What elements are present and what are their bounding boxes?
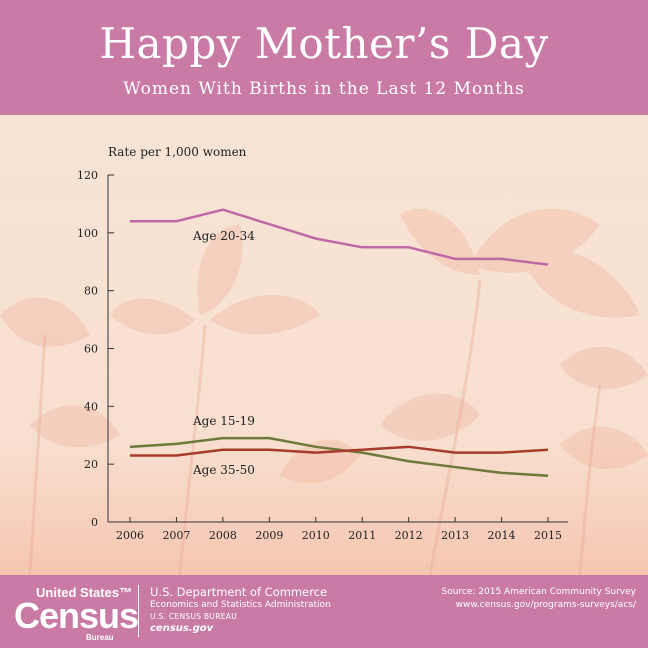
series-line-age-35-50 [130,445,549,457]
series-line-age-20-34 [130,208,549,266]
department-name: U.S. Department of Commerce [150,585,328,599]
footer-divider [138,585,139,637]
administration-name: Economics and Statistics Administration [150,600,331,610]
source-text: Source: 2015 American Community Survey [441,587,636,597]
bureau-name: U.S. CENSUS BUREAU [150,612,237,621]
census-bureau-logo[interactable]: United States™ Census Bureau [14,583,139,643]
y-tick-label: 120 [77,169,98,182]
series-labels: Age 20-34 Age 15-19 Age 35-50 [192,229,255,477]
chart-axes: 0 20 40 60 80 100 120 2006 2007 2008 2009 2010 2011 2… [77,169,568,542]
logo-text-united-states: United States™ [36,585,133,600]
x-tick-label: 2006 [116,529,144,542]
chart-series [129,208,549,477]
x-tick-label: 2015 [534,529,562,542]
y-axis-label: Rate per 1,000 women [108,145,247,159]
series-label-age-35-50: Age 35-50 [192,463,255,477]
x-tick-label: 2012 [395,529,423,542]
logo-text-bureau: Bureau [86,633,114,642]
series-line-age-15-19 [129,436,549,477]
x-tick-label: 2009 [255,529,283,542]
header-banner: Happy Mother’s Day Women With Births in … [0,0,648,115]
x-tick-label: 2008 [209,529,237,542]
series-label-age-20-34: Age 20-34 [192,229,255,243]
x-tick-label: 2011 [348,529,376,542]
line-chart: Rate per 1,000 women 0 20 40 60 80 100 120 2006… [77,145,568,542]
source-url-link[interactable]: www.census.gov/programs-surveys/acs/ [455,600,636,610]
y-tick-label: 80 [84,285,98,298]
x-tick-label: 2013 [441,529,469,542]
chart-area: Rate per 1,000 women 0 20 40 60 80 100 120 2006… [0,115,648,575]
x-tick-label: 2007 [162,529,190,542]
y-tick-label: 20 [84,458,98,471]
x-tick-label: 2010 [302,529,330,542]
page-title: Happy Mother’s Day [99,19,549,68]
y-tick-label: 100 [77,227,98,240]
y-tick-label: 60 [84,343,98,356]
footer-bar: United States™ Census Bureau U.S. Depart… [0,575,648,648]
y-tick-label: 0 [91,516,98,529]
series-label-age-15-19: Age 15-19 [192,414,255,428]
page-subtitle: Women With Births in the Last 12 Months [123,79,525,99]
y-tick-label: 40 [84,400,98,413]
logo-text-census: Census [14,595,139,636]
source-info: Source: 2015 American Community Survey w… [441,586,636,612]
x-tick-label: 2014 [488,529,516,542]
flower-background [0,208,648,575]
census-website-link[interactable]: census.gov [150,623,214,634]
department-info: U.S. Department of Commerce Economics an… [150,585,331,635]
